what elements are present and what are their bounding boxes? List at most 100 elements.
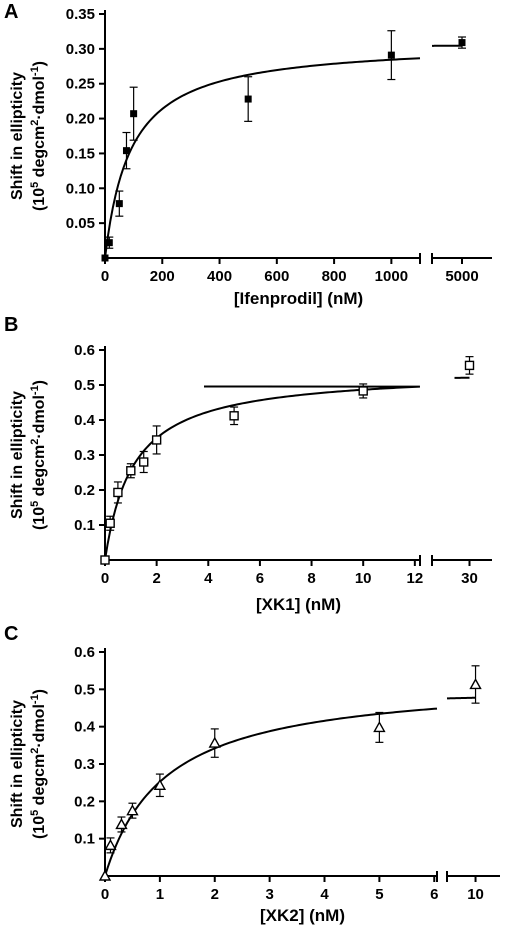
fit-curve-segment-2 <box>446 696 476 700</box>
data-point <box>469 678 482 690</box>
chart-panel-b: B 0.1 0.2 0.3 0.4 0.5 0.6 0 2 4 6 8 10 12 30 [XK1] (nM)… <box>4 314 492 614</box>
data-point <box>105 518 115 528</box>
y-axis-title-part: degcm <box>31 754 48 810</box>
x-tick-label: 4 <box>204 570 213 587</box>
y-axis-title-superscript: 2 <box>29 120 41 126</box>
x-tick-label: 5000 <box>445 268 478 285</box>
y-tick-label: 0.05 <box>66 215 95 232</box>
x-tick-label: 200 <box>150 268 175 285</box>
y-tick-label: 0.1 <box>74 831 95 848</box>
y-tick-label: 0.30 <box>66 41 95 58</box>
y-axis-title-part: ) <box>31 61 48 66</box>
x-axis-title: [Ifenprodil] (nM) <box>234 289 363 308</box>
y-tick-label: 0.4 <box>74 412 96 429</box>
x-tick-label: 800 <box>322 268 347 285</box>
y-axis-title-superscript: 2 <box>29 748 41 754</box>
data-point <box>100 555 110 565</box>
x-tick-label: 3 <box>265 886 273 903</box>
y-tick-label: 0.5 <box>74 681 95 698</box>
data-point <box>130 110 138 118</box>
x-tick-label: 2 <box>152 570 160 587</box>
x-axis-title: [XK1] (nM) <box>256 595 341 614</box>
data-point <box>105 239 113 247</box>
y-axis-title-part: (10 <box>31 816 48 839</box>
y-axis-title-part: ·dmol <box>31 704 48 748</box>
y-tick-label: 0.35 <box>66 6 95 23</box>
y-tick-label: 0.6 <box>74 644 95 661</box>
data-point <box>115 818 128 830</box>
data-point <box>139 457 149 467</box>
data-point <box>126 804 139 816</box>
y-tick-label: 0.3 <box>74 447 95 464</box>
x-tick-label: 6 <box>430 886 438 903</box>
y-axis-title-line-1: Shift in ellipticity <box>9 72 26 200</box>
y-tick-label: 0.20 <box>66 111 95 128</box>
x-tick-label: 8 <box>307 570 315 587</box>
data-point <box>104 838 117 851</box>
data-point <box>387 51 395 59</box>
x-tick-label: 10 <box>467 886 484 903</box>
y-axis-title-superscript: 5 <box>29 810 41 816</box>
y-axis-title-line-1: Shift in ellipticity <box>9 391 26 519</box>
x-tick-label: 2 <box>211 886 219 903</box>
x-tick-label: 0 <box>101 570 109 587</box>
x-tick-label: 6 <box>256 570 264 587</box>
x-tick-label: 10 <box>355 570 372 587</box>
y-axis-title-superscript: 5 <box>29 182 41 188</box>
y-axis-title-part: (10 <box>31 188 48 211</box>
data-point <box>229 411 239 421</box>
y-tick-label: 0.1 <box>74 517 95 534</box>
x-tick-label: 12 <box>406 570 423 587</box>
panel-letter: C <box>4 623 18 645</box>
data-point <box>122 147 130 155</box>
x-tick-label: 0 <box>101 886 109 903</box>
y-axis-title-superscript: -1 <box>29 385 41 395</box>
fit-curve-segment-1 <box>104 707 438 877</box>
data-point <box>373 720 386 733</box>
y-tick-label: 0.6 <box>74 342 95 359</box>
data-point <box>151 435 162 445</box>
y-axis-title-line-2: (105 degcm2·dmol-1) <box>29 61 48 211</box>
y-axis-title-part: degcm <box>31 445 48 501</box>
chart-panel-a: A 0.05 0.10 0.15 0.20 0.25 0.30 0.35 0 200 400 600 8… <box>4 1 492 308</box>
y-tick-label: 0.25 <box>66 76 95 93</box>
data-point <box>113 487 123 498</box>
data-point <box>98 869 112 881</box>
x-tick-label: 5 <box>375 886 383 903</box>
x-tick-label: 1000 <box>375 268 408 285</box>
y-axis-title-superscript: 2 <box>29 439 41 445</box>
data-point <box>244 95 252 103</box>
data-point <box>101 254 109 262</box>
y-tick-label: 0.5 <box>74 377 95 394</box>
y-tick-label: 0.10 <box>66 180 95 197</box>
data-point <box>358 386 368 396</box>
y-tick-label: 0.2 <box>74 793 95 810</box>
data-point <box>153 778 167 790</box>
x-tick-label: 600 <box>264 268 289 285</box>
y-axis-title-part: (10 <box>31 507 48 530</box>
y-tick-label: 0.4 <box>74 719 96 736</box>
data-point <box>208 736 221 748</box>
y-axis-title-part: ·dmol <box>31 76 48 120</box>
y-axis-title-part: ) <box>31 380 48 385</box>
y-axis-title-line-2: (105 degcm2·dmol-1) <box>29 689 48 839</box>
data-point <box>464 360 475 371</box>
y-axis-title-line-2: (105 degcm2·dmol-1) <box>29 380 48 530</box>
y-axis-title-superscript: -1 <box>29 694 41 704</box>
panel-letter: A <box>4 1 18 23</box>
y-axis-title-line-1: Shift in ellipticity <box>9 700 26 828</box>
x-tick-label: 4 <box>320 886 329 903</box>
fit-curve-segment-1 <box>104 57 421 259</box>
y-axis-title-part: degcm <box>31 126 48 182</box>
x-tick-label: 400 <box>207 268 232 285</box>
y-tick-label: 0.3 <box>74 756 95 773</box>
x-tick-label: 0 <box>101 268 109 285</box>
data-point <box>115 200 123 208</box>
y-tick-label: 0.15 <box>66 145 95 162</box>
y-axis-title-part: ) <box>31 689 48 694</box>
chart-panel-c: C 0.1 0.2 0.3 0.4 0.5 0.6 0 1 2 3 4 5 6 10 [XK2] (nM) Sh… <box>4 623 500 925</box>
y-axis-title-part: ·dmol <box>31 395 48 439</box>
data-point <box>126 466 136 476</box>
y-axis-title-superscript: 5 <box>29 501 41 507</box>
